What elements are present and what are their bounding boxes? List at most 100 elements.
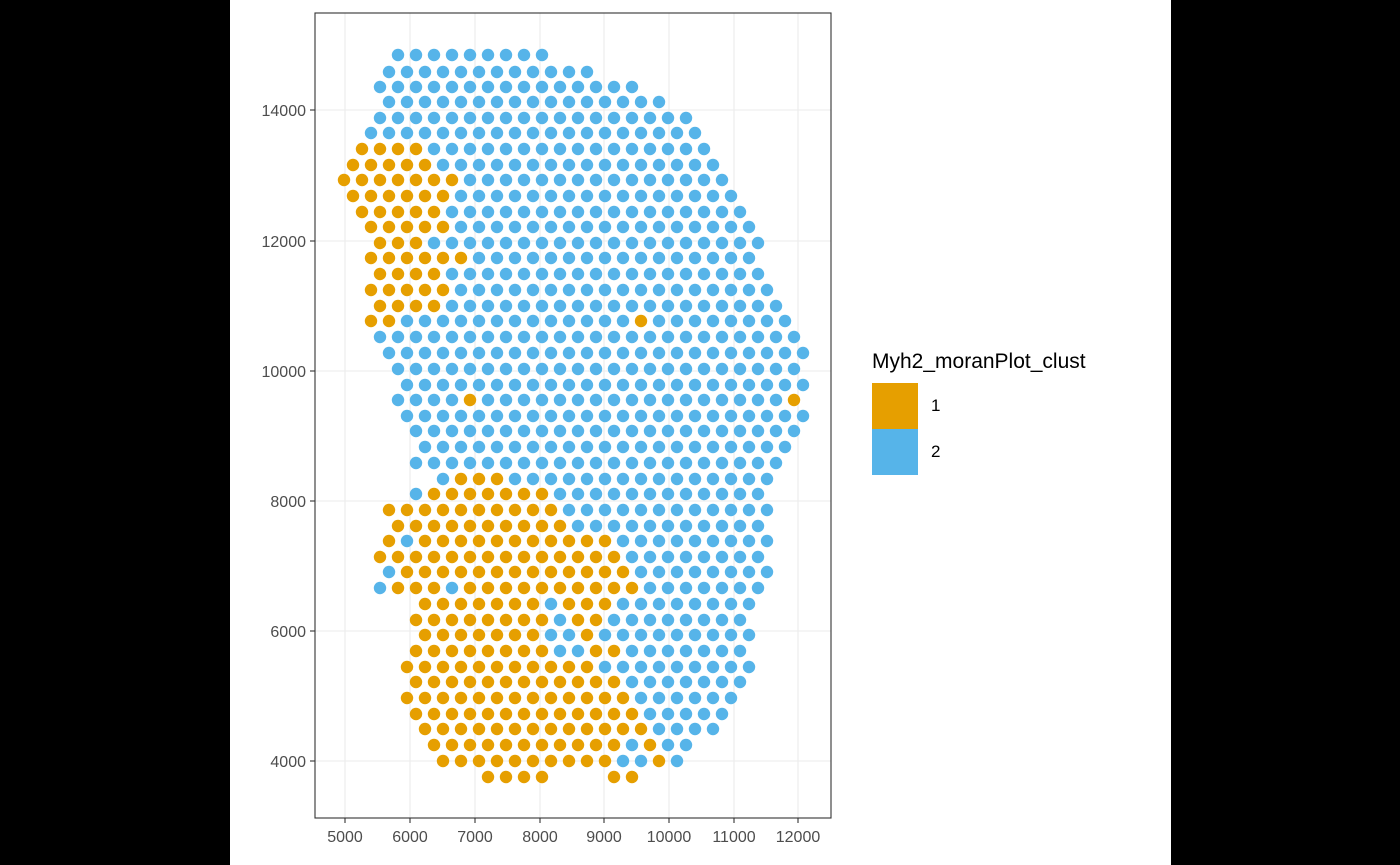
spot-point [454,472,468,486]
spot-point [499,519,513,533]
spot-point [679,550,693,564]
spot-point [544,158,558,172]
spot-point [670,534,684,548]
spot-point [652,126,666,140]
spot-point [652,565,666,579]
spot-point [553,236,567,250]
spot-point [580,189,594,203]
spot-point [571,519,585,533]
spot-point [463,299,477,313]
spot-point [751,299,765,313]
spot-point [391,362,405,376]
spot-point [499,424,513,438]
spot-point [778,346,792,360]
spot-point [643,362,657,376]
spot-point [490,378,504,392]
spot-point [553,581,567,595]
spot-point [445,267,459,281]
spot-point [724,189,738,203]
spot-point [427,550,441,564]
spot-point [742,409,756,423]
spot-point [364,314,378,328]
spot-point [580,65,594,79]
spot-point [607,111,621,125]
spot-point [580,722,594,736]
spot-point [625,299,639,313]
spot-point [706,378,720,392]
spot-point [643,173,657,187]
spot-point [418,158,432,172]
spot-point [499,707,513,721]
spot-point [634,472,648,486]
spot-point [517,487,531,501]
spot-point [445,644,459,658]
spot-point [760,409,774,423]
spot-point [526,660,540,674]
spot-point [715,205,729,219]
spot-point [715,236,729,250]
spot-point [553,362,567,376]
spot-point [562,660,576,674]
spot-point [454,95,468,109]
spot-point [445,550,459,564]
x-tick-label: 12000 [776,829,821,846]
spot-point [544,660,558,674]
spot-point [517,738,531,752]
spot-point [400,378,414,392]
spot-point [760,378,774,392]
spot-point [679,330,693,344]
spot-point [679,487,693,501]
spot-point [526,722,540,736]
spot-point [382,65,396,79]
spot-point [688,409,702,423]
spot-point [418,440,432,454]
spot-point [526,472,540,486]
spot-point [481,675,495,689]
spot-point [715,456,729,470]
spot-point [670,691,684,705]
spot-point [652,691,666,705]
spot-point [652,346,666,360]
spot-point [445,581,459,595]
spot-point [508,440,522,454]
spot-point [391,80,405,94]
spot-point [373,267,387,281]
spot-point [661,738,675,752]
spot-point [454,660,468,674]
spot-point [661,142,675,156]
spot-point [463,267,477,281]
spot-point [670,158,684,172]
spot-point [625,456,639,470]
spot-point [688,534,702,548]
spot-point [490,472,504,486]
spot-point [733,581,747,595]
spot-point [652,95,666,109]
spot-point [553,142,567,156]
spot-point [733,613,747,627]
spot-point [607,487,621,501]
spot-point [616,503,630,517]
spot-point [373,205,387,219]
spot-point [445,675,459,689]
spot-point [625,424,639,438]
spot-point [427,707,441,721]
spot-point [445,173,459,187]
spot-point [499,487,513,501]
spot-point [409,80,423,94]
spot-point [697,456,711,470]
spot-point [463,142,477,156]
spot-point [400,660,414,674]
spot-point [427,48,441,62]
spot-point [589,707,603,721]
spot-point [652,409,666,423]
spot-point [454,126,468,140]
spot-point [499,142,513,156]
spot-point [400,565,414,579]
spot-point [697,362,711,376]
spot-point [490,565,504,579]
spot-point [544,691,558,705]
spot-point [544,440,558,454]
spot-point [436,722,450,736]
spot-point [598,189,612,203]
spot-point [517,142,531,156]
